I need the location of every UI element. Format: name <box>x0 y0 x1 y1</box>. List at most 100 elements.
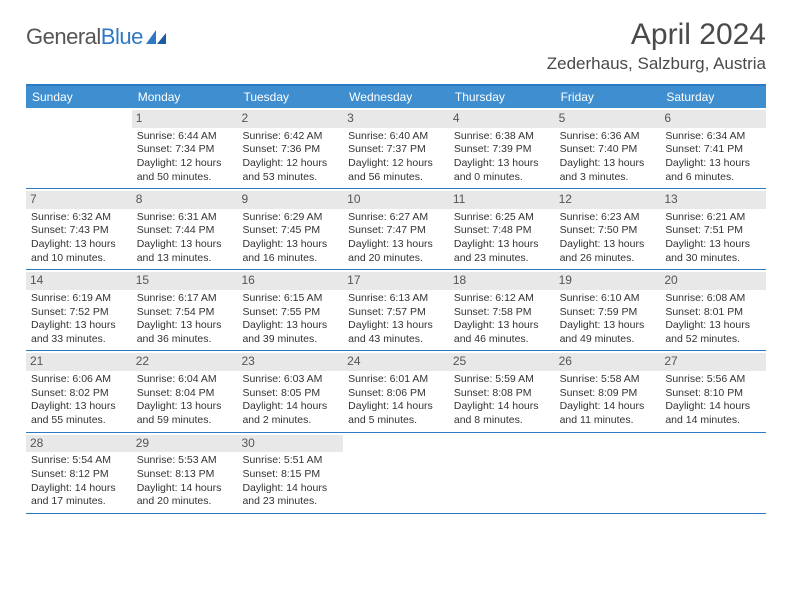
logo-part2: Blue <box>101 24 143 49</box>
logo-text: GeneralBlue <box>26 24 143 50</box>
day-cell: 21 Sunrise: 6:06 AMSunset: 8:02 PMDayligh… <box>26 351 132 431</box>
day-cell: 20Sunrise: 6:08 AMSunset: 8:01 PMDayligh… <box>660 270 766 350</box>
weekday-header: Thursday <box>449 86 555 108</box>
day-details: Sunrise: 6:27 AMSunset: 7:47 PMDaylight:… <box>347 211 445 266</box>
day-details: Sunrise: 6:17 AMSunset: 7:54 PMDaylight:… <box>136 292 234 347</box>
day-number: 2 <box>237 110 343 128</box>
day-details: Sunrise: 5:53 AMSunset: 8:13 PMDaylight:… <box>136 454 234 509</box>
day-number: 1 <box>132 110 238 128</box>
weeks-container: 1 Sunrise: 6:44 AMSunset: 7:34 PMDaylight… <box>26 108 766 514</box>
day-details: Sunrise: 6:01 AMSunset: 8:06 PMDaylight:… <box>347 373 445 428</box>
day-cell: 7 Sunrise: 6:32 AMSunset: 7:43 PMDaylight… <box>26 189 132 269</box>
day-number: 13 <box>660 191 766 209</box>
day-number: 11 <box>449 191 555 209</box>
day-details: Sunrise: 6:15 AMSunset: 7:55 PMDaylight:… <box>241 292 339 347</box>
weekday-header: Friday <box>555 86 661 108</box>
day-number: 28 <box>26 435 132 453</box>
day-cell: 26Sunrise: 5:58 AMSunset: 8:09 PMDayligh… <box>555 351 661 431</box>
day-number: 8 <box>132 191 238 209</box>
day-cell <box>26 108 132 188</box>
day-details: Sunrise: 6:32 AMSunset: 7:43 PMDaylight:… <box>30 211 128 266</box>
day-cell: 24 Sunrise: 6:01 AMSunset: 8:06 PMDayligh… <box>343 351 449 431</box>
day-details: Sunrise: 5:56 AMSunset: 8:10 PMDaylight:… <box>664 373 762 428</box>
day-details: Sunrise: 6:13 AMSunset: 7:57 PMDaylight:… <box>347 292 445 347</box>
day-cell: 15 Sunrise: 6:17 AMSunset: 7:54 PMDayligh… <box>132 270 238 350</box>
day-details: Sunrise: 6:29 AMSunset: 7:45 PMDaylight:… <box>241 211 339 266</box>
day-cell: 18 Sunrise: 6:12 AMSunset: 7:58 PMDayligh… <box>449 270 555 350</box>
day-cell: 19Sunrise: 6:10 AMSunset: 7:59 PMDayligh… <box>555 270 661 350</box>
title-block: April 2024 Zederhaus, Salzburg, Austria <box>547 18 766 74</box>
day-cell: 16 Sunrise: 6:15 AMSunset: 7:55 PMDayligh… <box>237 270 343 350</box>
day-number: 12 <box>555 191 661 209</box>
day-cell: 29Sunrise: 5:53 AMSunset: 8:13 PMDayligh… <box>132 433 238 513</box>
day-cell: 30Sunrise: 5:51 AMSunset: 8:15 PMDayligh… <box>237 433 343 513</box>
day-details: Sunrise: 6:10 AMSunset: 7:59 PMDaylight:… <box>559 292 657 347</box>
day-number: 21 <box>26 353 132 371</box>
day-cell: 3Sunrise: 6:40 AMSunset: 7:37 PMDaylight… <box>343 108 449 188</box>
day-number: 18 <box>449 272 555 290</box>
day-number: 7 <box>26 191 132 209</box>
day-details: Sunrise: 6:40 AMSunset: 7:37 PMDaylight:… <box>347 130 445 185</box>
day-cell <box>660 433 766 513</box>
day-number: 9 <box>237 191 343 209</box>
week-row: 28Sunrise: 5:54 AMSunset: 8:12 PMDayligh… <box>26 433 766 514</box>
logo: GeneralBlue <box>26 24 167 50</box>
day-details: Sunrise: 6:31 AMSunset: 7:44 PMDaylight:… <box>136 211 234 266</box>
day-cell <box>555 433 661 513</box>
day-cell: 6Sunrise: 6:34 AMSunset: 7:41 PMDaylight… <box>660 108 766 188</box>
day-cell: 17 Sunrise: 6:13 AMSunset: 7:57 PMDayligh… <box>343 270 449 350</box>
day-number: 4 <box>449 110 555 128</box>
calendar-page: GeneralBlue April 2024 Zederhaus, Salzbu… <box>0 0 792 532</box>
day-cell: 11 Sunrise: 6:25 AMSunset: 7:48 PMDayligh… <box>449 189 555 269</box>
day-number: 22 <box>132 353 238 371</box>
day-cell <box>449 433 555 513</box>
day-details: Sunrise: 5:59 AMSunset: 8:08 PMDaylight:… <box>453 373 551 428</box>
day-details: Sunrise: 5:54 AMSunset: 8:12 PMDaylight:… <box>30 454 128 509</box>
day-cell: 14 Sunrise: 6:19 AMSunset: 7:52 PMDayligh… <box>26 270 132 350</box>
day-number: 24 <box>343 353 449 371</box>
day-number: 16 <box>237 272 343 290</box>
week-row: 14 Sunrise: 6:19 AMSunset: 7:52 PMDayligh… <box>26 270 766 351</box>
day-details: Sunrise: 6:25 AMSunset: 7:48 PMDaylight:… <box>453 211 551 266</box>
day-number: 26 <box>555 353 661 371</box>
day-cell: 27 Sunrise: 5:56 AMSunset: 8:10 PMDayligh… <box>660 351 766 431</box>
day-cell: 25Sunrise: 5:59 AMSunset: 8:08 PMDayligh… <box>449 351 555 431</box>
day-cell: 22Sunrise: 6:04 AMSunset: 8:04 PMDayligh… <box>132 351 238 431</box>
day-cell: 12Sunrise: 6:23 AMSunset: 7:50 PMDayligh… <box>555 189 661 269</box>
day-details: Sunrise: 6:08 AMSunset: 8:01 PMDaylight:… <box>664 292 762 347</box>
day-number: 5 <box>555 110 661 128</box>
weekday-header-row: SundayMondayTuesdayWednesdayThursdayFrid… <box>26 86 766 108</box>
header: GeneralBlue April 2024 Zederhaus, Salzbu… <box>26 18 766 74</box>
day-details: Sunrise: 6:36 AMSunset: 7:40 PMDaylight:… <box>559 130 657 185</box>
day-cell: 28Sunrise: 5:54 AMSunset: 8:12 PMDayligh… <box>26 433 132 513</box>
day-details: Sunrise: 6:12 AMSunset: 7:58 PMDaylight:… <box>453 292 551 347</box>
calendar-grid: SundayMondayTuesdayWednesdayThursdayFrid… <box>26 84 766 514</box>
day-details: Sunrise: 6:06 AMSunset: 8:02 PMDaylight:… <box>30 373 128 428</box>
day-cell: 1 Sunrise: 6:44 AMSunset: 7:34 PMDaylight… <box>132 108 238 188</box>
day-cell: 2 Sunrise: 6:42 AMSunset: 7:36 PMDaylight… <box>237 108 343 188</box>
day-cell: 13 Sunrise: 6:21 AMSunset: 7:51 PMDayligh… <box>660 189 766 269</box>
day-details: Sunrise: 6:21 AMSunset: 7:51 PMDaylight:… <box>664 211 762 266</box>
day-details: Sunrise: 6:44 AMSunset: 7:34 PMDaylight:… <box>136 130 234 185</box>
day-details: Sunrise: 5:51 AMSunset: 8:15 PMDaylight:… <box>241 454 339 509</box>
day-number: 15 <box>132 272 238 290</box>
day-details: Sunrise: 6:38 AMSunset: 7:39 PMDaylight:… <box>453 130 551 185</box>
weekday-header: Wednesday <box>343 86 449 108</box>
day-details: Sunrise: 6:03 AMSunset: 8:05 PMDaylight:… <box>241 373 339 428</box>
day-details: Sunrise: 6:19 AMSunset: 7:52 PMDaylight:… <box>30 292 128 347</box>
day-number: 14 <box>26 272 132 290</box>
day-number: 17 <box>343 272 449 290</box>
day-number: 27 <box>660 353 766 371</box>
month-title: April 2024 <box>547 18 766 52</box>
week-row: 7 Sunrise: 6:32 AMSunset: 7:43 PMDaylight… <box>26 189 766 270</box>
day-details: Sunrise: 6:42 AMSunset: 7:36 PMDaylight:… <box>241 130 339 185</box>
weekday-header: Monday <box>132 86 238 108</box>
day-number: 6 <box>660 110 766 128</box>
day-number: 30 <box>237 435 343 453</box>
day-cell: 23Sunrise: 6:03 AMSunset: 8:05 PMDayligh… <box>237 351 343 431</box>
day-cell: 5 Sunrise: 6:36 AMSunset: 7:40 PMDaylight… <box>555 108 661 188</box>
week-row: 1 Sunrise: 6:44 AMSunset: 7:34 PMDaylight… <box>26 108 766 189</box>
day-cell: 9 Sunrise: 6:29 AMSunset: 7:45 PMDaylight… <box>237 189 343 269</box>
day-cell: 10Sunrise: 6:27 AMSunset: 7:47 PMDayligh… <box>343 189 449 269</box>
logo-sail-icon <box>145 29 167 45</box>
